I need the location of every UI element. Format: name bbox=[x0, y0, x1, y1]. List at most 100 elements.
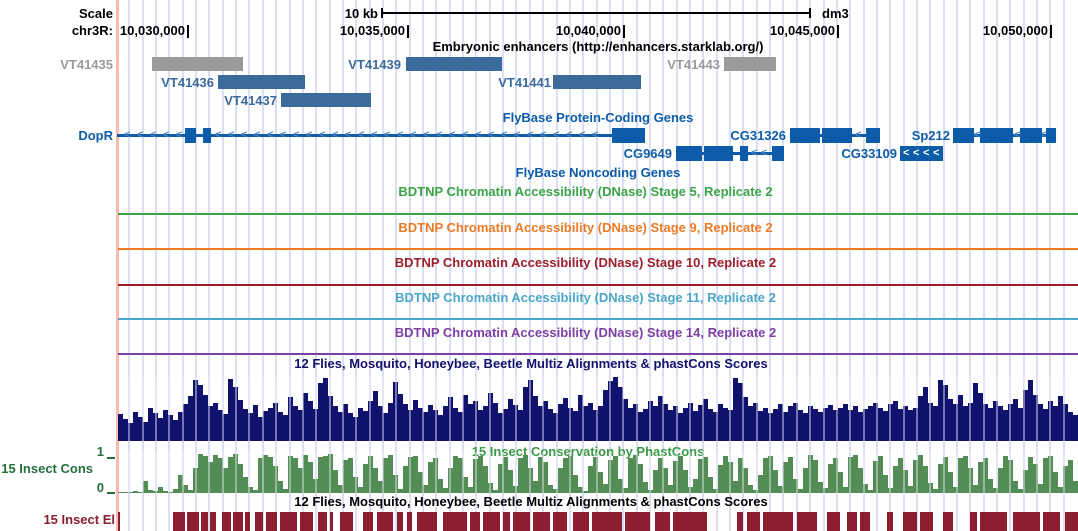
conserved-element-block[interactable] bbox=[266, 512, 277, 531]
gene-exon[interactable] bbox=[980, 128, 1013, 143]
conserved-element-block[interactable] bbox=[280, 512, 297, 531]
conserved-element-block[interactable] bbox=[533, 512, 550, 531]
gene-label[interactable]: CG31326 bbox=[730, 128, 786, 143]
conserved-element-block[interactable] bbox=[407, 512, 412, 531]
conserved-element-block[interactable] bbox=[673, 512, 707, 531]
conserved-element-block[interactable] bbox=[255, 512, 263, 531]
conserved-element-block[interactable] bbox=[318, 512, 327, 531]
gene-intron-line[interactable] bbox=[117, 134, 614, 137]
conserved-element-block[interactable] bbox=[592, 512, 622, 531]
conserved-element-block[interactable] bbox=[1043, 512, 1060, 531]
conserved-element-block[interactable] bbox=[920, 512, 933, 531]
conserved-element-block[interactable] bbox=[222, 512, 231, 531]
conserved-element-block[interactable] bbox=[980, 512, 1007, 531]
conserved-element-block[interactable] bbox=[417, 512, 437, 531]
conserved-element-block[interactable] bbox=[330, 512, 333, 531]
gene-label[interactable]: Sp212 bbox=[911, 128, 950, 143]
enhancer-box[interactable] bbox=[724, 57, 776, 71]
gridline-overlay-stripe bbox=[262, 377, 264, 441]
conserved-element-block[interactable] bbox=[483, 512, 500, 531]
gene-exon[interactable] bbox=[790, 128, 820, 143]
gene-exon[interactable] bbox=[953, 128, 974, 143]
gene-exon[interactable] bbox=[185, 128, 196, 143]
gene-exon[interactable] bbox=[676, 146, 702, 161]
gene-exon[interactable] bbox=[866, 128, 880, 143]
conserved-element-block[interactable] bbox=[377, 512, 393, 531]
conserved-element-block[interactable] bbox=[300, 512, 313, 531]
gene-exon[interactable] bbox=[612, 128, 645, 143]
conserved-element-block[interactable] bbox=[737, 512, 743, 531]
conserved-element-block[interactable] bbox=[513, 512, 530, 531]
conserved-element-block[interactable] bbox=[943, 512, 953, 531]
conserved-element-block[interactable] bbox=[625, 512, 650, 531]
conserved-element-block[interactable] bbox=[763, 512, 793, 531]
conserved-element-block[interactable] bbox=[210, 512, 216, 531]
phastcons-track-label[interactable]: 15 Insect Cons bbox=[1, 461, 93, 476]
conserved-element-block[interactable] bbox=[797, 512, 817, 531]
conserved-element-block[interactable] bbox=[340, 512, 353, 531]
conserved-element-block[interactable] bbox=[573, 512, 589, 531]
conserved-element-block[interactable] bbox=[397, 512, 403, 531]
conserved-element-block[interactable] bbox=[201, 512, 208, 531]
track-title-phastcons[interactable]: 15 Insect Conservation by PhastCons bbox=[471, 444, 705, 459]
gene-exon[interactable] bbox=[740, 146, 748, 161]
insect-el-track-label[interactable]: 15 Insect El bbox=[43, 512, 115, 527]
gridline bbox=[916, 0, 918, 531]
conserved-element-block[interactable] bbox=[903, 512, 917, 531]
track-title-flybase-noncoding[interactable]: FlyBase Noncoding Genes bbox=[515, 165, 681, 180]
track-title-dnase-stage-0[interactable]: BDTNP Chromatin Accessibility (DNase) St… bbox=[398, 184, 773, 199]
conserved-element-block[interactable] bbox=[503, 512, 510, 531]
enhancer-label[interactable]: VT41437 bbox=[224, 93, 277, 108]
conserved-element-block[interactable] bbox=[553, 512, 567, 531]
track-title-dnase-stage-3[interactable]: BDTNP Chromatin Accessibility (DNase) St… bbox=[395, 290, 776, 305]
track-title-embryonic-enhancers[interactable]: Embryonic enhancers (http://enhancers.st… bbox=[432, 39, 764, 54]
gene-label[interactable]: CG9649 bbox=[623, 146, 672, 161]
enhancer-box[interactable] bbox=[553, 75, 641, 89]
enhancer-box[interactable] bbox=[406, 57, 502, 71]
conserved-element-block[interactable] bbox=[443, 512, 467, 531]
conserved-element-block[interactable] bbox=[233, 512, 243, 531]
track-title-flybase-coding[interactable]: FlyBase Protein-Coding Genes bbox=[502, 110, 694, 125]
conserved-element-block[interactable] bbox=[1065, 512, 1078, 531]
gene-label[interactable]: CG33109 bbox=[841, 146, 897, 161]
histogram-bar bbox=[258, 458, 263, 493]
enhancer-box[interactable] bbox=[218, 75, 305, 89]
gridline-overlay-stripe bbox=[849, 452, 851, 493]
gene-label[interactable]: DopR bbox=[78, 128, 113, 143]
conserved-element-block[interactable] bbox=[1013, 512, 1040, 531]
gene-exon[interactable] bbox=[822, 128, 852, 143]
conserved-element-block[interactable] bbox=[187, 512, 199, 531]
histogram-bar bbox=[623, 488, 628, 493]
conserved-element-block[interactable] bbox=[363, 512, 373, 531]
enhancer-box[interactable] bbox=[152, 57, 243, 71]
track-title-multiz-wiggle[interactable]: 12 Flies, Mosquito, Honeybee, Beetle Mul… bbox=[294, 356, 768, 371]
conserved-element-block[interactable] bbox=[655, 512, 670, 531]
conserved-element-block[interactable] bbox=[747, 512, 760, 531]
track-title-dnase-stage-4[interactable]: BDTNP Chromatin Accessibility (DNase) St… bbox=[394, 325, 777, 340]
enhancer-label[interactable]: VT41435 bbox=[60, 57, 113, 72]
enhancer-box[interactable] bbox=[281, 93, 371, 107]
gene-exon[interactable] bbox=[704, 146, 733, 161]
conserved-element-block[interactable] bbox=[827, 512, 840, 531]
track-title-dnase-stage-2[interactable]: BDTNP Chromatin Accessibility (DNase) St… bbox=[394, 255, 777, 270]
gene-exon[interactable] bbox=[203, 128, 211, 143]
conserved-element-block[interactable] bbox=[470, 512, 480, 531]
enhancer-label[interactable]: VT41443 bbox=[667, 57, 720, 72]
conserved-element-block[interactable] bbox=[860, 512, 870, 531]
conserved-element-block[interactable] bbox=[245, 512, 250, 531]
enhancer-label[interactable]: VT41436 bbox=[161, 75, 214, 90]
conserved-element-block[interactable] bbox=[970, 512, 977, 531]
enhancer-label[interactable]: VT41439 bbox=[348, 57, 401, 72]
conserved-element-block[interactable] bbox=[847, 512, 857, 531]
conserved-element-block[interactable] bbox=[118, 512, 120, 531]
track-title-dnase-stage-1[interactable]: BDTNP Chromatin Accessibility (DNase) St… bbox=[398, 220, 773, 235]
gene-exon[interactable] bbox=[900, 146, 943, 161]
gene-exon[interactable] bbox=[1046, 128, 1056, 143]
gene-exon[interactable] bbox=[1020, 128, 1042, 143]
conserved-element-block[interactable] bbox=[887, 512, 893, 531]
gridline-overlay-stripe bbox=[475, 377, 477, 441]
track-title-multiz-elements[interactable]: 12 Flies, Mosquito, Honeybee, Beetle Mul… bbox=[294, 494, 768, 509]
conserved-element-block[interactable] bbox=[173, 512, 185, 531]
enhancer-label[interactable]: VT41441 bbox=[498, 75, 551, 90]
gene-exon[interactable] bbox=[772, 146, 784, 161]
